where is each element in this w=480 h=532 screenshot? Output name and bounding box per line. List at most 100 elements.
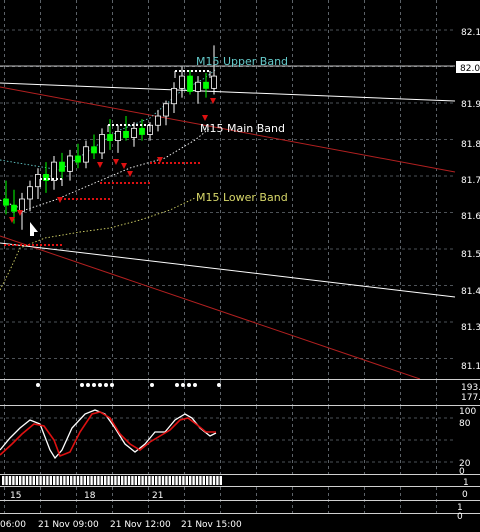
candle-body bbox=[67, 155, 73, 172]
candle-body bbox=[211, 75, 217, 89]
support-dot bbox=[166, 162, 168, 164]
support-dot bbox=[24, 244, 26, 246]
histogram-strip bbox=[2, 476, 222, 485]
resistance-dot bbox=[187, 70, 189, 72]
hist-bar bbox=[59, 476, 63, 485]
support-dot bbox=[16, 244, 18, 246]
resistance-dot bbox=[199, 70, 201, 72]
support-dot bbox=[32, 244, 34, 246]
resistance-dot bbox=[207, 70, 209, 72]
support-dot bbox=[140, 182, 142, 184]
price-tick: 81.6 bbox=[461, 212, 480, 222]
resistance-dot bbox=[60, 178, 62, 180]
hist-bar bbox=[158, 476, 161, 485]
support-dot bbox=[112, 182, 114, 184]
hist-bar bbox=[165, 476, 168, 485]
hist-bar bbox=[216, 476, 219, 485]
hist-bar bbox=[182, 476, 185, 485]
dot-signal bbox=[98, 383, 102, 387]
support-dot bbox=[108, 198, 110, 200]
hist-bar bbox=[70, 476, 73, 485]
resistance-dot bbox=[116, 124, 118, 126]
candle-body bbox=[43, 174, 49, 181]
price-tick: 81.1 bbox=[461, 362, 480, 372]
resistance-dot bbox=[140, 124, 142, 126]
hist-bar bbox=[56, 476, 59, 485]
support-dot bbox=[88, 198, 90, 200]
hist-bar bbox=[110, 476, 114, 485]
lower-band-label[interactable]: M15 Lower Band bbox=[196, 191, 288, 204]
sell-marker bbox=[157, 157, 163, 163]
stoch-signal-line bbox=[0, 411, 216, 458]
support-dot bbox=[186, 162, 188, 164]
support-dot bbox=[12, 244, 14, 246]
hist-bar bbox=[185, 476, 188, 485]
candle-body bbox=[83, 146, 89, 163]
hist-bar bbox=[73, 476, 76, 485]
stoch-tick: 0 bbox=[459, 467, 465, 477]
mini-tick: 0 bbox=[457, 512, 463, 522]
stoch-tick: 20 bbox=[459, 459, 471, 469]
candles bbox=[3, 45, 217, 230]
hist-bar bbox=[219, 476, 222, 485]
dot-signal bbox=[217, 383, 221, 387]
time-label: 21 Nov 15:00 bbox=[181, 520, 242, 530]
hist-bar bbox=[2, 476, 5, 485]
dot-signal bbox=[181, 383, 185, 387]
candle-body bbox=[75, 155, 81, 163]
hist-bar bbox=[5, 476, 8, 485]
main-band-label[interactable]: M15 Main Band bbox=[200, 122, 285, 135]
support-dot bbox=[52, 244, 54, 246]
support-dot bbox=[198, 162, 200, 164]
candle-body bbox=[139, 127, 145, 135]
candle-body bbox=[171, 87, 177, 105]
resistance-dot bbox=[56, 178, 58, 180]
hist-bar bbox=[199, 476, 202, 485]
dots-indicator bbox=[36, 383, 221, 387]
price-tick: 81.3 bbox=[461, 323, 480, 333]
support-dot bbox=[128, 182, 130, 184]
hist-bar bbox=[212, 476, 216, 485]
sell-marker bbox=[9, 217, 15, 223]
resistance-dot bbox=[120, 124, 122, 126]
sell-marker bbox=[17, 210, 23, 216]
resistance-dot bbox=[144, 124, 146, 126]
resistance-dot bbox=[128, 124, 130, 126]
hist-bar bbox=[206, 476, 209, 485]
resistance-dot bbox=[112, 124, 114, 126]
support-dot bbox=[174, 162, 176, 164]
resistance-dot bbox=[40, 178, 42, 180]
support-dot bbox=[148, 182, 150, 184]
hist-bar bbox=[104, 476, 107, 485]
candle-body bbox=[155, 115, 161, 126]
support-dot bbox=[56, 244, 58, 246]
support-dot bbox=[48, 244, 50, 246]
dot-signal bbox=[175, 383, 179, 387]
candle-body bbox=[51, 161, 57, 181]
trend-lines[interactable] bbox=[0, 65, 456, 380]
support-dot bbox=[28, 244, 30, 246]
hist-bar bbox=[195, 476, 199, 485]
support-dot bbox=[8, 244, 10, 246]
support-dot bbox=[104, 198, 106, 200]
hist-bar bbox=[90, 476, 93, 485]
hist-bar bbox=[49, 476, 52, 485]
current-price-label: 82.0 bbox=[460, 64, 480, 74]
sell-marker bbox=[97, 162, 103, 168]
hist-bar bbox=[76, 476, 80, 485]
hist-bar bbox=[178, 476, 182, 485]
resistance-dot bbox=[52, 178, 54, 180]
upper-band-label[interactable]: M15 Upper Band bbox=[196, 55, 288, 68]
hist-bar bbox=[87, 476, 90, 485]
candle-body bbox=[11, 204, 17, 212]
dot-signal bbox=[92, 383, 96, 387]
support-dot bbox=[64, 198, 66, 200]
time-label: 06:00 bbox=[0, 520, 26, 530]
support-dot bbox=[44, 244, 46, 246]
support-dot bbox=[116, 182, 118, 184]
resistance-dot bbox=[44, 178, 46, 180]
day-label: 21 bbox=[152, 491, 163, 501]
resistance-dot bbox=[175, 70, 177, 72]
hist-bar bbox=[141, 476, 144, 485]
